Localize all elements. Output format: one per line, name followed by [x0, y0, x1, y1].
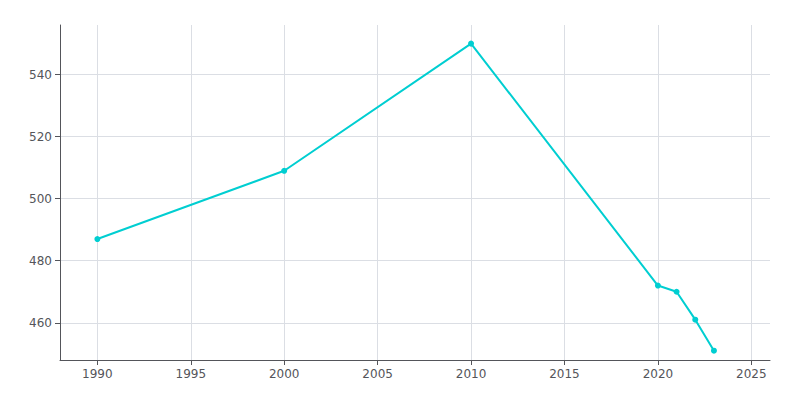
svg-text:460: 460: [29, 316, 52, 330]
svg-text:2010: 2010: [456, 367, 487, 381]
svg-text:500: 500: [29, 192, 52, 206]
svg-text:2000: 2000: [269, 367, 300, 381]
svg-text:520: 520: [29, 130, 52, 144]
svg-text:2025: 2025: [736, 367, 767, 381]
svg-text:2020: 2020: [643, 367, 674, 381]
svg-text:2005: 2005: [362, 367, 393, 381]
svg-text:480: 480: [29, 254, 52, 268]
svg-text:1990: 1990: [82, 367, 113, 381]
svg-text:2015: 2015: [549, 367, 580, 381]
svg-text:540: 540: [29, 68, 52, 82]
svg-text:1995: 1995: [176, 367, 207, 381]
